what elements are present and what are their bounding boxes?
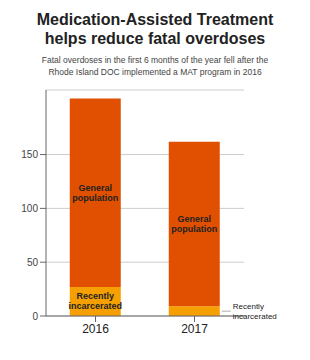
svg-text:50: 50 [27, 257, 39, 268]
svg-text:100: 100 [21, 203, 38, 214]
svg-text:Recentlyincarcerated: Recentlyincarcerated [68, 291, 122, 311]
html-text:Medication-Assisted Treatment: Medication-Assisted Treatment helps redu… [36, 11, 274, 47]
svg-text:2016: 2016 [82, 322, 109, 336]
svg-text:0: 0 [32, 311, 38, 322]
html-text:Fatal overdoses in the first 6: Fatal overdoses in the first 6 months of… [41, 55, 269, 77]
svg-text:Generalpopulation: Generalpopulation [171, 214, 217, 234]
svg-text:150: 150 [21, 149, 38, 160]
svg-text:2017: 2017 [181, 322, 208, 336]
svg-text:Recentlyincarcerated: Recentlyincarcerated [233, 302, 277, 321]
svg-text:Generalpopulation: Generalpopulation [72, 183, 118, 203]
